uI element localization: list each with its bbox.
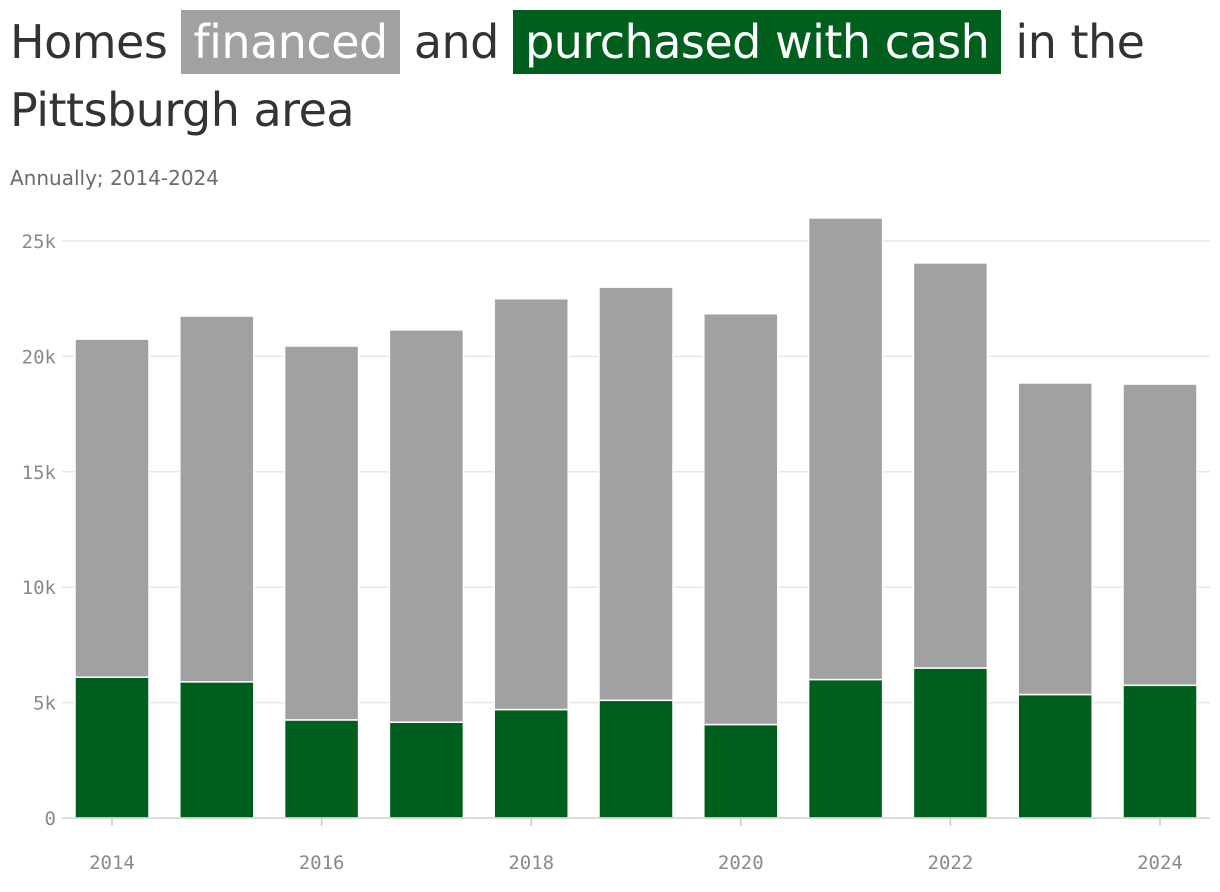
y-tick-label: 0	[45, 808, 56, 830]
title-middle: and	[413, 15, 500, 69]
financed-bar-segment	[807, 217, 884, 681]
financed-bar-segment	[388, 329, 465, 723]
financed-bar-segment	[598, 286, 674, 702]
financed-bar-segment	[74, 338, 150, 678]
x-tick-label: 2020	[718, 852, 764, 874]
x-tick-label: 2014	[89, 852, 135, 874]
cash-bar-segment	[493, 708, 569, 819]
financed-bar-segment	[1017, 382, 1093, 696]
cash-bar-segment	[283, 719, 360, 819]
cash-bar-segment	[703, 723, 779, 819]
financed-legend-label: financed	[181, 10, 400, 74]
chart-title: Homes financed and purchased with cash i…	[10, 8, 1210, 144]
cash-bar-segment	[598, 699, 674, 819]
financed-bar-segment	[283, 345, 360, 721]
cash-bar-segment	[1122, 684, 1198, 819]
cash-bar-segment	[807, 678, 884, 819]
financed-bar-segment	[1122, 383, 1198, 687]
y-tick-label: 10k	[22, 577, 57, 599]
cash-bar-segment	[179, 681, 255, 819]
financed-bar-segment	[703, 312, 779, 726]
axes: 0 5k 10k 15k 20k 25k 2014 2016 2018 2020 2022 2024	[22, 231, 1210, 874]
financed-bar-segment	[179, 315, 255, 683]
financed-bar-segment	[493, 297, 569, 711]
title-suffix: in the Pittsburgh area	[10, 15, 1145, 137]
x-tick-label: 2022	[928, 852, 974, 874]
x-tick-label: 2016	[299, 852, 345, 874]
x-tick-label: 2018	[508, 852, 554, 874]
cash-bar-segment	[1017, 693, 1093, 819]
cash-bar-segment	[74, 676, 150, 819]
x-tick-label: 2024	[1137, 852, 1183, 874]
bars	[74, 217, 1198, 819]
chart-subtitle: Annually; 2014-2024	[10, 166, 220, 190]
y-tick-label: 20k	[22, 346, 57, 368]
cash-legend-label: purchased with cash	[513, 10, 1002, 74]
financed-bar-segment	[912, 262, 989, 669]
y-tick-label: 5k	[33, 693, 56, 715]
chart-title-block: Homes financed and purchased with cash i…	[10, 8, 1210, 144]
y-tick-label: 25k	[22, 231, 57, 253]
cash-bar-segment	[912, 667, 989, 819]
title-prefix: Homes	[10, 15, 168, 69]
y-tick-label: 15k	[22, 462, 57, 484]
cash-bar-segment	[388, 721, 465, 819]
